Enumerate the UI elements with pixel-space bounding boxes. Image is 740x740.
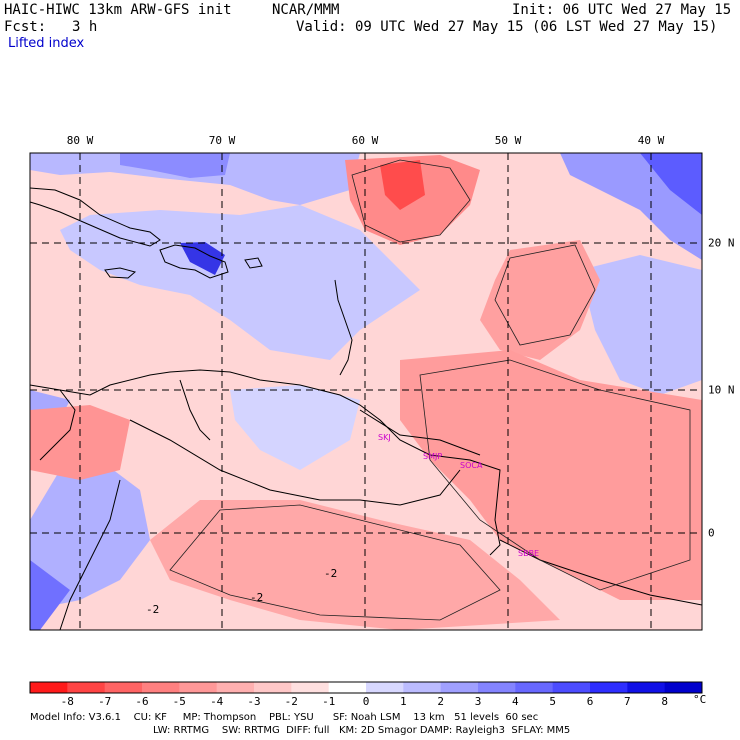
stable-region-southwest (30, 560, 70, 630)
colorbar-tick-label: 2 (437, 695, 444, 708)
station-label: SMJP (423, 452, 443, 461)
organization: NCAR/MMM (272, 2, 340, 18)
colorbar-swatch (216, 682, 255, 693)
lon-label: 40 W (637, 134, 665, 147)
colorbar-tick-label: -1 (322, 695, 336, 708)
stable-region-midatlantic (580, 255, 702, 395)
lat-label: 20 N (708, 236, 735, 250)
map-frame (29, 152, 703, 631)
stable-region-caribbean (60, 205, 420, 360)
colorbar-swatch (403, 682, 442, 693)
forecast-label: Fcst: (4, 19, 47, 35)
lon-label: 50 W (494, 134, 522, 147)
stable-region-amazon-west (30, 460, 150, 610)
colorbar-tick-label: -3 (247, 695, 261, 708)
contour-label: -2 (250, 591, 264, 604)
colorbar-swatch (478, 682, 516, 693)
field-name: Lifted index (8, 36, 85, 51)
lon-label: 70 W (208, 134, 236, 147)
colorbar-swatch (664, 682, 703, 693)
station-label: SOCA (460, 461, 483, 470)
colorbar-swatch (515, 682, 554, 693)
colorbar-tick-label: 8 (661, 695, 668, 708)
contour-lines (169, 159, 691, 621)
colorbar-tick-label: 3 (474, 695, 482, 708)
colorbar-swatch (366, 682, 404, 693)
colorbar (29, 681, 703, 694)
model-title: HAIC-HIWC 13km ARW-GFS init (4, 2, 232, 18)
forecast-hour: 3 h (72, 19, 98, 35)
colorbar-swatch (590, 682, 628, 693)
colorbar-unit: °C (693, 693, 707, 706)
model-info-line2: LW: RRTMG SW: RRTMG DIFF: full KM: 2D Sm… (153, 725, 571, 736)
colorbar-tick-label: -5 (172, 695, 186, 708)
colorbar-swatch (291, 682, 330, 693)
lat-lon-grid (30, 153, 702, 630)
lat-label: 10 N (708, 383, 735, 397)
colorbar-tick-label: 1 (399, 695, 407, 708)
unstable-region-atlantic (480, 240, 600, 360)
colorbar-swatch (440, 682, 479, 693)
colorbar-swatch (30, 682, 68, 693)
colorbar-swatch (328, 682, 367, 693)
unstable-region-north-core (380, 160, 425, 210)
colorbar-swatch (627, 682, 666, 693)
colorbar-swatch (254, 682, 292, 693)
colorbar-tick-label: -4 (210, 695, 224, 708)
colorbar-tick-label: -6 (135, 695, 149, 708)
unstable-region-equatorial (400, 350, 702, 600)
stable-region-north (30, 153, 360, 205)
init-time: Init: 06 UTC Wed 27 May 15 (512, 2, 732, 18)
colorbar-swatch (67, 682, 106, 693)
colorbar-tick-label: 5 (549, 695, 556, 708)
station-label: SKJ (378, 433, 391, 442)
stable-region-core (120, 153, 230, 178)
valid-time: Valid: 09 UTC Wed 27 May 15 (06 LST Wed … (296, 19, 718, 35)
colorbar-swatch (552, 682, 591, 693)
lat-label: 0 (708, 526, 715, 540)
colorbar-swatch (104, 682, 143, 693)
colorbar-tick-label: 7 (623, 695, 631, 708)
colorbar-tick-label: -7 (98, 695, 112, 708)
colorbar-tick-label: 0 (362, 695, 370, 708)
colorbar-swatch (179, 682, 218, 693)
colorbar-tick-label: 6 (586, 695, 594, 708)
stable-region-east-core (640, 153, 702, 215)
contour-label: -2 (146, 603, 160, 616)
contour-label: -2 (324, 567, 338, 580)
colorbar-tick-label: -8 (60, 695, 74, 708)
station-label: SBBE (518, 549, 540, 558)
model-info-line1: Model Info: V3.6.1 CU: KF MP: Thompson P… (30, 712, 539, 723)
stable-region-hispaniola (180, 242, 225, 275)
colorbar-tick-label: 4 (511, 695, 519, 708)
lon-label: 80 W (66, 134, 94, 147)
lon-label: 60 W (351, 134, 379, 147)
colorbar-tick-label: -2 (284, 695, 298, 708)
stable-region-venezuela (230, 385, 360, 470)
colorbar-frame (29, 681, 703, 694)
colorbar-swatch (142, 682, 180, 693)
